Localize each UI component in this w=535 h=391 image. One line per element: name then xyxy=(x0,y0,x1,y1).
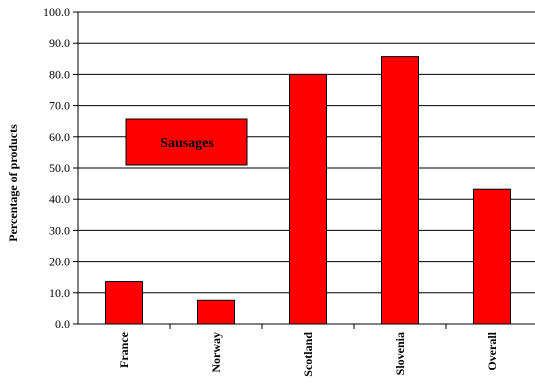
y-tick-label: 30.0 xyxy=(49,223,70,237)
annotation-box: Sausages xyxy=(125,118,248,166)
x-category-label: Slovenia xyxy=(393,332,407,375)
axes xyxy=(77,12,535,325)
annotation-text: Sausages xyxy=(160,136,214,151)
y-tick-label: 70.0 xyxy=(49,99,70,113)
bar-overall xyxy=(473,188,511,325)
y-tick-label: 0.0 xyxy=(55,317,70,331)
y-tick-label: 50.0 xyxy=(49,161,70,175)
bars xyxy=(105,56,511,325)
x-category-labels: France Norway Scotland Slovenia Overall xyxy=(117,331,499,376)
y-tick-label: 80.0 xyxy=(49,67,70,81)
y-tick-label: 10.0 xyxy=(49,286,70,300)
y-tick-label: 20.0 xyxy=(49,255,70,269)
x-category-label: France xyxy=(117,331,131,368)
x-category-label: Overall xyxy=(485,331,499,370)
bar-slovenia xyxy=(381,56,419,325)
y-tick-label: 100.0 xyxy=(43,5,70,19)
annotation-rect xyxy=(125,118,248,166)
bar-france xyxy=(105,281,143,325)
y-tick-label: 60.0 xyxy=(49,130,70,144)
bar-norway xyxy=(197,299,235,325)
x-category-label: Norway xyxy=(209,332,223,373)
y-tick-label: 40.0 xyxy=(49,192,70,206)
y-axis-title: Percentage of products xyxy=(6,124,20,242)
x-category-label: Scotland xyxy=(301,332,315,377)
bar-scotland xyxy=(289,73,327,325)
y-tick-label: 90.0 xyxy=(49,36,70,50)
y-tick-labels: 0.0 10.0 20.0 30.0 40.0 50.0 60.0 70.0 80.0 90.0 1… xyxy=(43,5,70,331)
